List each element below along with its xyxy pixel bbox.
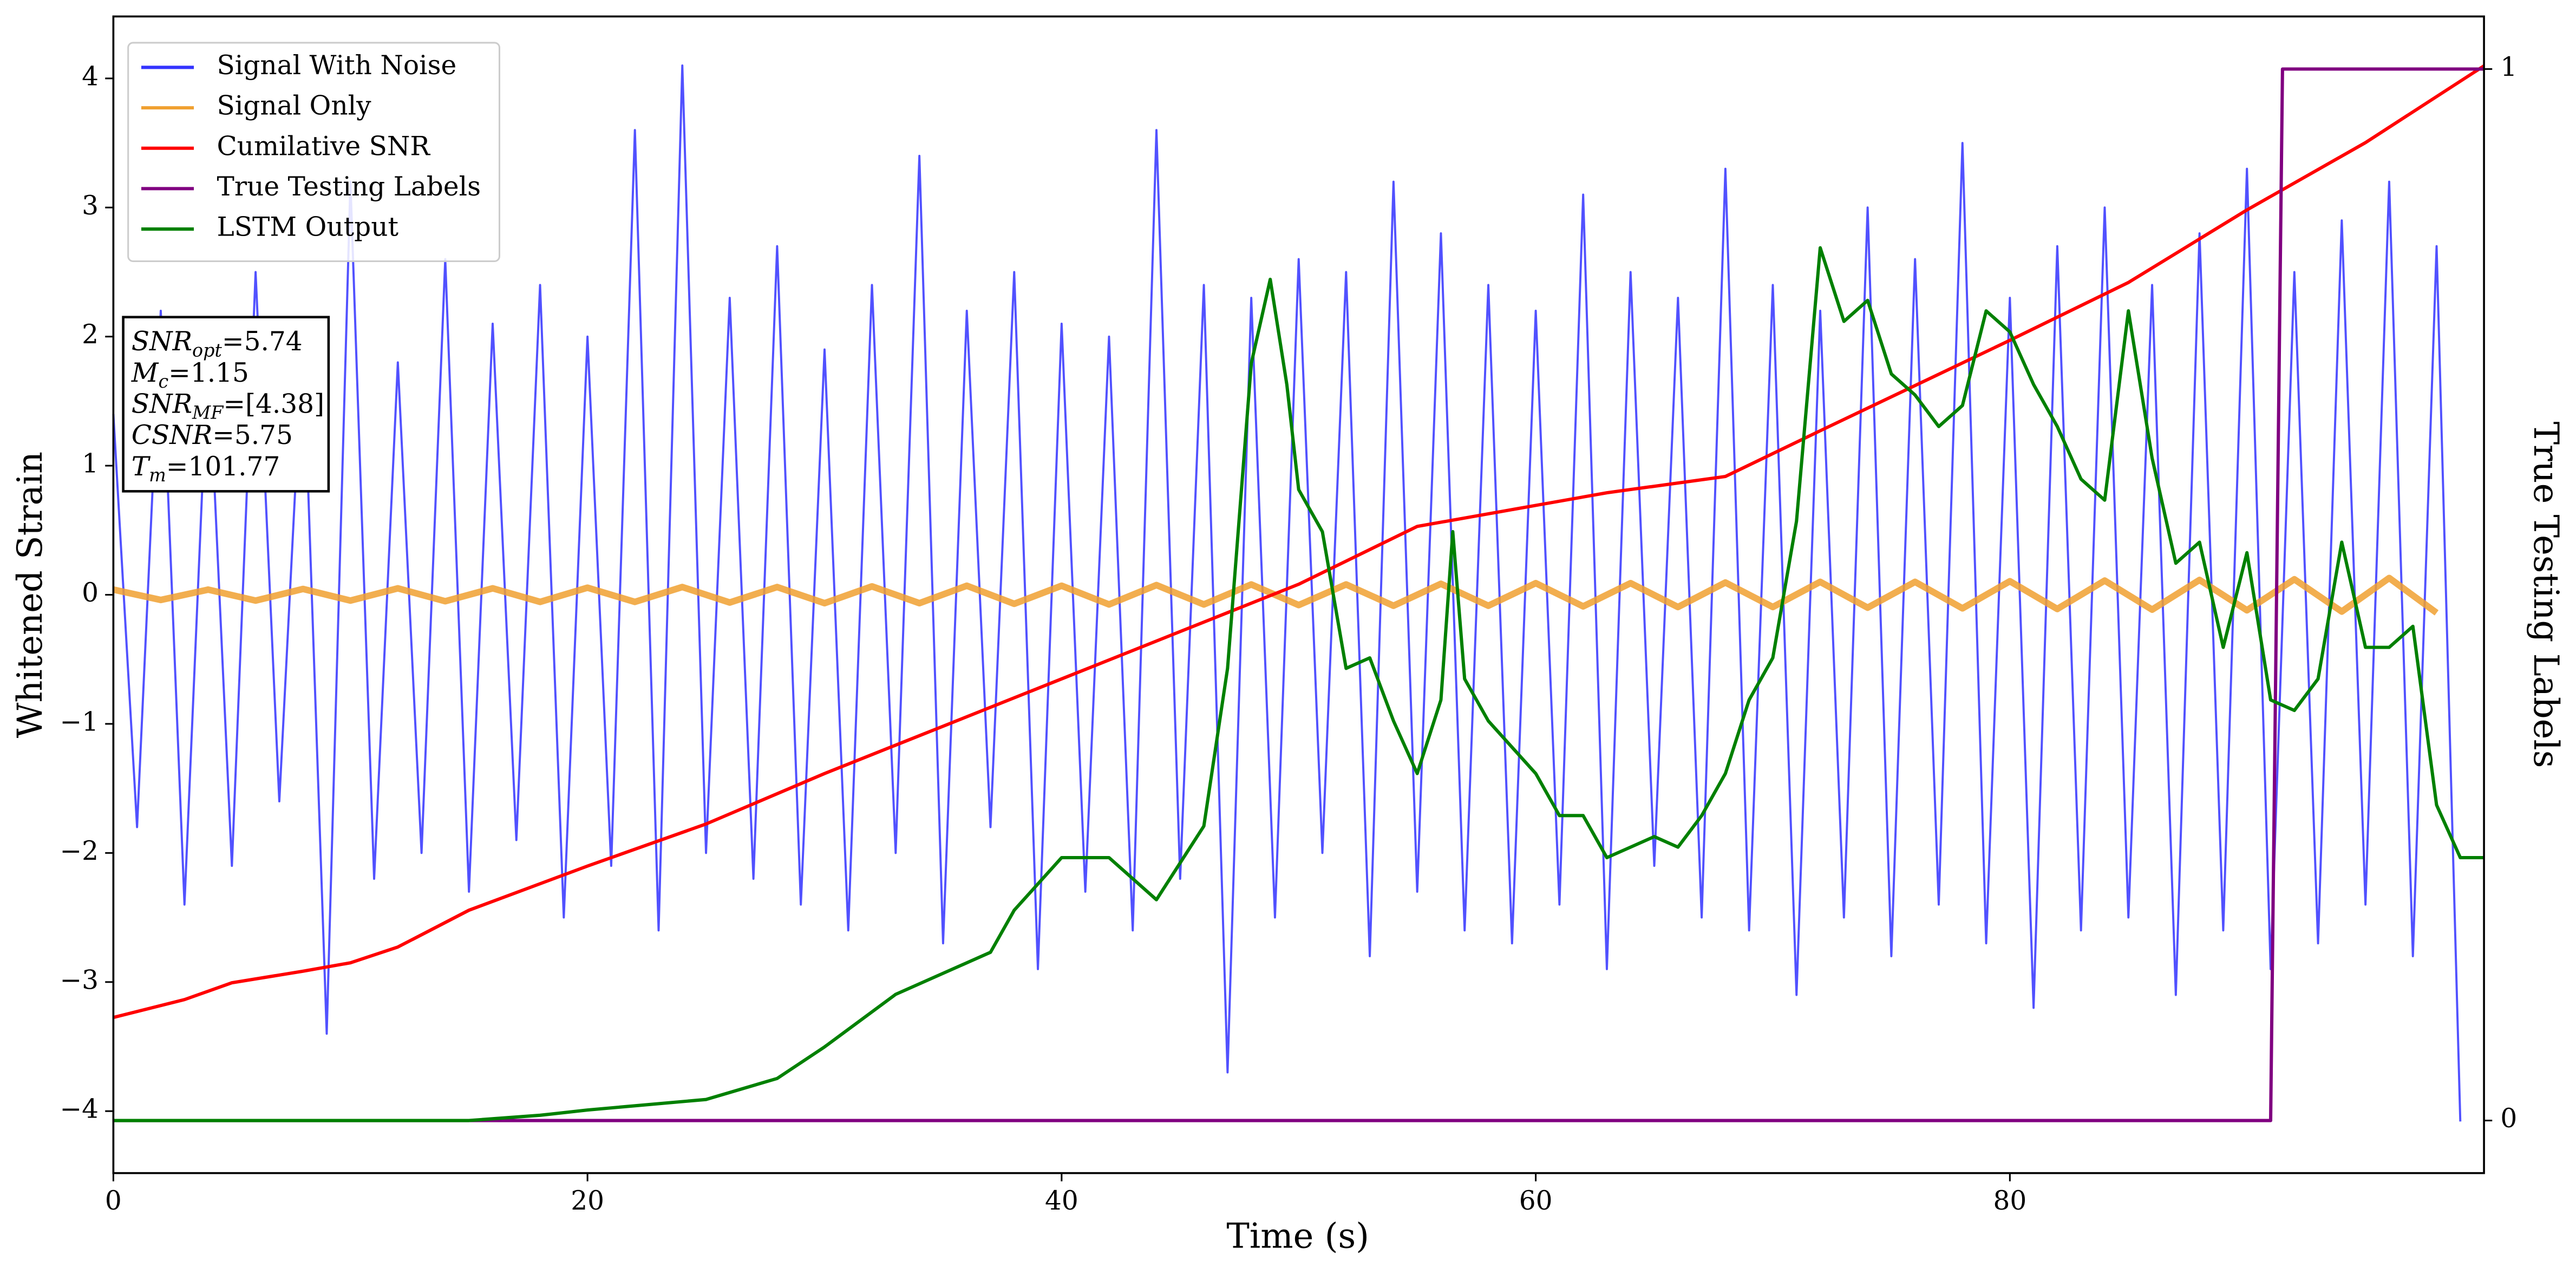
y-axis-label: Whitened Strain (10, 452, 50, 738)
annotation-text: Mc=1.15 (131, 357, 249, 392)
y2-tick-label: 1 (2500, 52, 2517, 82)
annotation-rest: =5.74 (222, 326, 303, 357)
legend-label: Signal With Noise (217, 50, 457, 81)
series-line (113, 64, 2485, 1020)
annotation-sub: m (149, 465, 166, 486)
y2-axis-label: True Testing Labels (2526, 422, 2566, 768)
legend-box (127, 42, 500, 263)
annotation-text: SNRopt=5.74 (132, 326, 303, 361)
y-tick-label: 2 (82, 319, 99, 350)
y-tick-label: 4 (82, 61, 99, 92)
y-tick-label: −2 (60, 836, 99, 866)
annotation-text: Tm=101.77 (132, 451, 280, 486)
y-tick-label: −3 (60, 965, 99, 995)
annotation-main: SNR (132, 389, 192, 419)
annotation-main: SNR (132, 326, 192, 357)
legend-label: True Testing Labels (217, 172, 481, 202)
y-tick-label: 1 (82, 449, 99, 479)
annotation-sub: opt (192, 339, 222, 361)
series-line (113, 67, 2485, 1122)
annotation-rest: =[4.38] (223, 389, 324, 419)
legend-label: Signal Only (217, 91, 372, 121)
annotation-main: CSNR (132, 420, 212, 450)
y2-tick-label: 0 (2500, 1103, 2517, 1134)
y-tick-label: −4 (60, 1094, 99, 1125)
x-axis-label: Time (s) (1226, 1217, 1369, 1257)
annotation-main: M (131, 357, 159, 388)
x-tick-label: 20 (571, 1186, 604, 1216)
legend-label: LSTM Output (217, 212, 399, 243)
annotation-rest: =1.15 (168, 357, 249, 388)
y-tick-label: −1 (60, 707, 99, 737)
y-tick-label: 0 (82, 578, 99, 608)
x-tick-label: 0 (105, 1186, 122, 1216)
annotation-rest: =101.77 (166, 451, 280, 481)
annotation-sub: c (158, 371, 168, 392)
x-tick-label: 40 (1045, 1186, 1078, 1216)
x-tick-label: 60 (1519, 1186, 1553, 1216)
legend-label: Cumilative SNR (217, 131, 431, 161)
y-tick-label: 3 (82, 191, 99, 221)
annotation-main: T (132, 451, 151, 481)
annotation-rest: =5.75 (212, 420, 293, 450)
annotation-text: SNRMF=[4.38] (132, 389, 324, 423)
annotation-box (122, 316, 330, 493)
x-tick-label: 80 (1993, 1186, 2026, 1216)
series-line (113, 246, 2485, 1122)
annotation-text: CSNR=5.75 (132, 420, 293, 450)
plot-area (112, 64, 2485, 1122)
annotation-sub: MF (192, 402, 224, 423)
